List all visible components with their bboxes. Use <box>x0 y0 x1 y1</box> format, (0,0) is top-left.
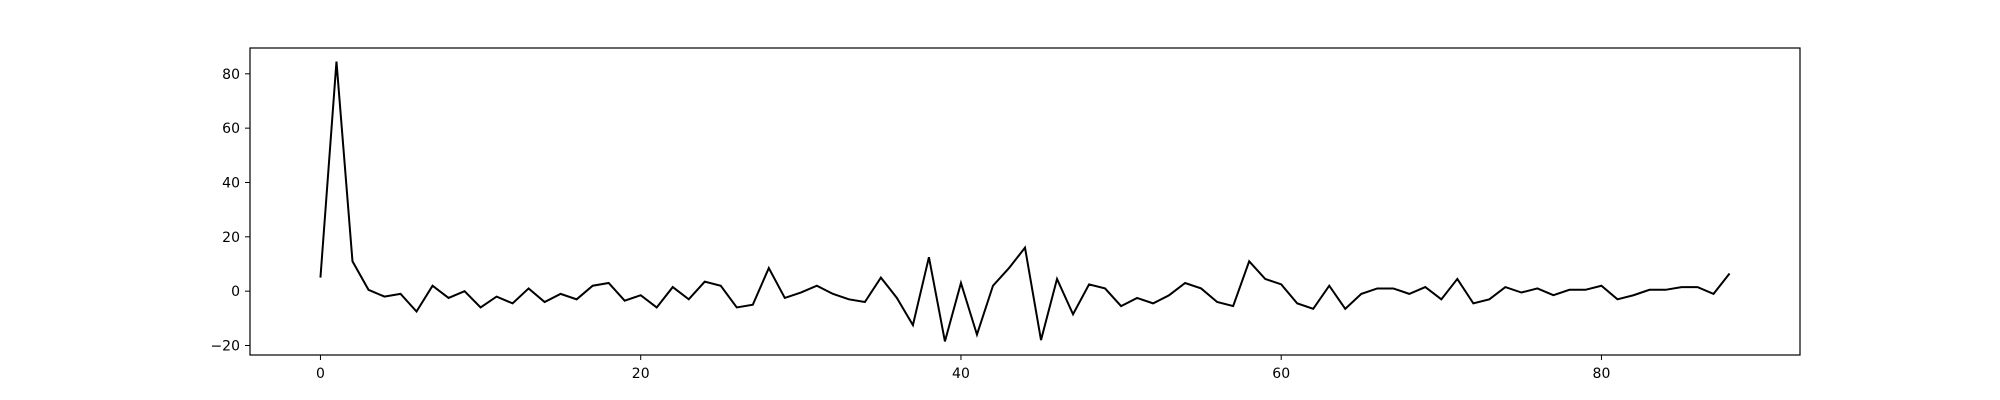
y-tick-label: 60 <box>222 121 240 137</box>
data-series-line <box>319 61 1731 342</box>
y-axis: −20 0 20 40 60 80 <box>210 67 250 354</box>
x-axis: 0 20 40 60 80 <box>316 355 1610 382</box>
x-tick-label: 20 <box>632 366 650 382</box>
y-tick-label: 80 <box>222 67 240 83</box>
y-tick-label: −20 <box>210 338 240 354</box>
plot-background <box>250 48 1800 355</box>
x-tick-label: 0 <box>316 366 325 382</box>
y-tick-label: 20 <box>222 230 240 246</box>
plot-frame <box>249 47 1801 356</box>
x-tick-label: 40 <box>952 366 970 382</box>
y-tick-label: 0 <box>231 284 240 300</box>
x-tick-label: 60 <box>1272 366 1290 382</box>
y-tick-label: 40 <box>222 175 240 191</box>
x-tick-label: 80 <box>1593 366 1611 382</box>
